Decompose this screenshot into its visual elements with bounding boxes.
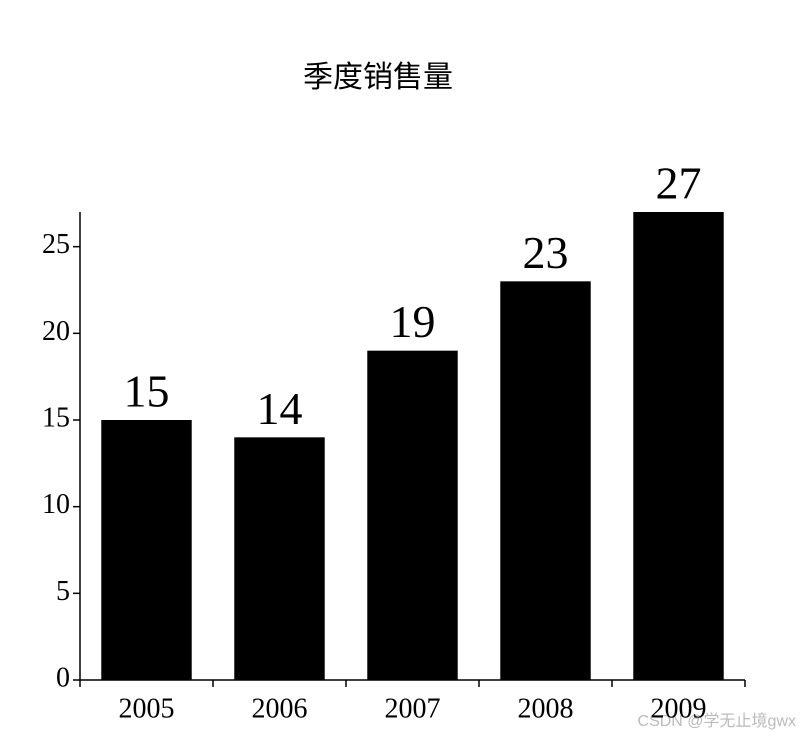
y-tick-label: 25 [42,229,70,260]
x-tick-label: 2005 [119,693,175,724]
y-tick-label: 5 [56,576,70,607]
bar [500,281,591,680]
value-label: 15 [124,366,170,417]
x-tick-label: 2006 [252,693,308,724]
watermark: CSDN @学无止境gwx [638,711,796,730]
y-tick-label: 0 [56,662,70,693]
y-tick-label: 15 [42,402,70,433]
bar [367,350,458,680]
value-label: 27 [656,158,702,209]
value-label: 19 [390,296,436,347]
bar [234,437,325,680]
y-tick-label: 10 [42,489,70,520]
bar [101,420,192,680]
value-label: 14 [257,383,303,434]
x-tick-label: 2008 [518,693,574,724]
x-tick-label: 2007 [385,693,441,724]
chart-title: 季度销售量 [303,61,453,94]
value-label: 23 [523,227,569,278]
y-tick-label: 20 [42,316,70,347]
bar [633,212,724,680]
x-tick-label: 2009 [651,693,707,724]
